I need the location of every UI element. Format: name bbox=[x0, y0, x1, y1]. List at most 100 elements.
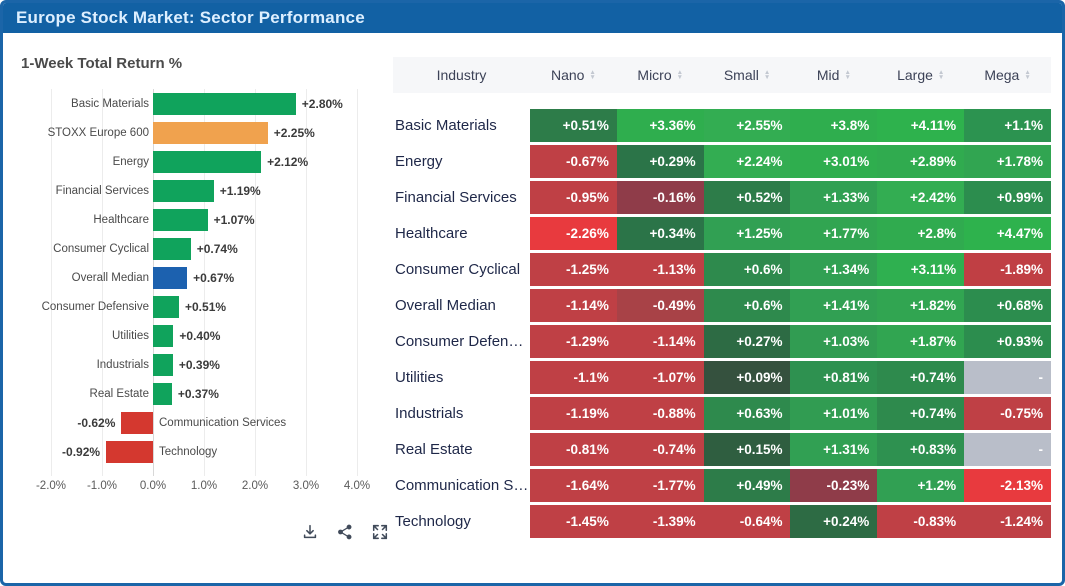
bar-category-label: STOXX Europe 600 bbox=[47, 127, 149, 139]
heatmap-cell: -1.89% bbox=[964, 253, 1051, 286]
chart-bar[interactable] bbox=[153, 122, 268, 144]
heatmap-cell: +1.41% bbox=[790, 289, 878, 322]
heatmap-cell: -0.75% bbox=[964, 397, 1051, 430]
table-row: Basic Materials +0.51% +3.36% +2.55% +3.8% +4… bbox=[393, 109, 1051, 142]
bar-value-label: +0.40% bbox=[179, 329, 221, 343]
chart-bar[interactable] bbox=[153, 267, 188, 289]
heatmap-cell: -2.13% bbox=[964, 469, 1051, 502]
chart-gridline bbox=[51, 89, 52, 476]
table-row: Utilities -1.1% -1.07% +0.09% +0.81% +0.74% - bbox=[393, 361, 1051, 394]
table-row: Consumer Defensive -1.29% -1.14% +0.27% +1.0… bbox=[393, 325, 1051, 358]
bar-category-label: Industrials bbox=[96, 359, 149, 371]
bar-category-label: Real Estate bbox=[89, 388, 149, 400]
heatmap-cell: -1.77% bbox=[616, 469, 704, 502]
x-axis-tick-label: 1.0% bbox=[190, 480, 218, 492]
heatmap-cell: +0.49% bbox=[703, 469, 791, 502]
heatmap-cell: - bbox=[964, 361, 1051, 394]
column-header-large[interactable]: Large ▲ ▼ bbox=[877, 67, 964, 83]
chart-bar[interactable] bbox=[106, 441, 153, 463]
sort-arrows-icon: ▲ ▼ bbox=[844, 69, 851, 81]
bar-value-label: +0.51% bbox=[185, 300, 227, 314]
heatmap-cell: -0.83% bbox=[877, 505, 965, 538]
chart-bar[interactable] bbox=[153, 296, 179, 318]
heatmap-cell: +0.93% bbox=[964, 325, 1051, 358]
chart-gridline bbox=[306, 89, 307, 476]
widget-title: Europe Stock Market: Sector Performance bbox=[3, 3, 1062, 33]
x-axis-tick-label: 0.0% bbox=[139, 480, 167, 492]
heatmap-cell: +0.83% bbox=[877, 433, 965, 466]
heatmap-cell: +2.8% bbox=[877, 217, 965, 250]
heatmap-cell: +1.25% bbox=[703, 217, 791, 250]
heatmap-cell: +0.29% bbox=[616, 145, 704, 178]
chart-bar[interactable] bbox=[153, 325, 174, 347]
bar-chart: -2.0% -1.0% 0.0% 1.0% 2.0% 3.0% 4.0% Basic Mate… bbox=[3, 3, 393, 523]
heatmap-cell: +2.89% bbox=[877, 145, 965, 178]
chart-gridline bbox=[204, 89, 205, 476]
column-header-small[interactable]: Small ▲ ▼ bbox=[704, 67, 791, 83]
table-row: Communication Services-1.64%-1.77%+0.49%… bbox=[393, 469, 1051, 502]
column-header-mid[interactable]: Mid ▲ ▼ bbox=[790, 67, 877, 83]
row-label: Healthcare bbox=[393, 217, 530, 250]
heatmap-cell: +0.24% bbox=[790, 505, 878, 538]
column-header-label: Micro bbox=[637, 67, 672, 83]
heatmap-cell: -0.67% bbox=[530, 145, 617, 178]
bar-value-label: +2.80% bbox=[301, 97, 343, 111]
heatmap-cell: +4.11% bbox=[877, 109, 965, 142]
bar-value-label: +0.67% bbox=[193, 271, 235, 285]
chart-bar[interactable] bbox=[153, 93, 296, 115]
chart-bar[interactable] bbox=[153, 151, 262, 173]
row-label: Energy bbox=[393, 145, 530, 178]
heatmap-cell: -0.16% bbox=[616, 181, 704, 214]
chart-bar[interactable] bbox=[121, 412, 153, 434]
chart-bar[interactable] bbox=[153, 238, 191, 260]
heatmap-cell: -1.14% bbox=[530, 289, 617, 322]
heatmap-cell: -0.74% bbox=[616, 433, 704, 466]
heatmap-table: Industry Nano ▲ ▼ Micro ▲ ▼ Small ▲ ▼ Mid ▲ ▼ Large ▲ ▼… bbox=[393, 57, 1051, 541]
heatmap-cell: +0.68% bbox=[964, 289, 1051, 322]
table-row: Consumer Cyclical -1.25% -1.13% +0.6% +1.34%… bbox=[393, 253, 1051, 286]
heatmap-cell: - bbox=[964, 433, 1051, 466]
heatmap-cell: -0.88% bbox=[616, 397, 704, 430]
chart-title: 1-Week Total Return % bbox=[21, 55, 183, 72]
row-label: Consumer Cyclical bbox=[393, 253, 530, 286]
heatmap-cell: -1.29% bbox=[530, 325, 617, 358]
heatmap-cell: -1.24% bbox=[964, 505, 1051, 538]
chart-bar[interactable] bbox=[153, 209, 208, 231]
heatmap-cell: +0.99% bbox=[964, 181, 1051, 214]
heatmap-cell: +1.31% bbox=[790, 433, 878, 466]
bar-category-label: Consumer Cyclical bbox=[53, 243, 149, 255]
sort-arrows-icon: ▲ ▼ bbox=[763, 69, 771, 81]
heatmap-cell: +0.34% bbox=[616, 217, 704, 250]
column-header-micro[interactable]: Micro ▲ ▼ bbox=[617, 67, 704, 83]
heatmap-cell: +0.52% bbox=[703, 181, 791, 214]
heatmap-cell: +3.8% bbox=[790, 109, 878, 142]
heatmap-cell: -2.26% bbox=[530, 217, 617, 250]
chart-bar[interactable] bbox=[153, 354, 173, 376]
column-header-label: Small bbox=[723, 67, 759, 83]
heatmap-cell: -0.49% bbox=[616, 289, 704, 322]
x-axis-tick-label: 2.0% bbox=[241, 480, 269, 492]
heatmap-cell: +2.55% bbox=[703, 109, 791, 142]
heatmap-cell: -1.39% bbox=[616, 505, 704, 538]
chart-bar[interactable] bbox=[153, 383, 172, 405]
table-row: Healthcare -2.26% +0.34% +1.25% +1.77% +2.8% +… bbox=[393, 217, 1051, 250]
heatmap-cell: +1.34% bbox=[790, 253, 878, 286]
heatmap-cell: -0.64% bbox=[703, 505, 791, 538]
table-row: Technology -1.45% -1.39% -0.64% +0.24% -0.83%… bbox=[393, 505, 1051, 538]
expand-icon[interactable] bbox=[369, 521, 391, 543]
chart-bar[interactable] bbox=[153, 180, 214, 202]
heatmap-cell: +0.81% bbox=[790, 361, 878, 394]
column-header-mega[interactable]: Mega ▲ ▼ bbox=[964, 67, 1051, 83]
bar-value-label: -0.62% bbox=[77, 416, 116, 430]
row-label: Basic Materials bbox=[393, 109, 530, 142]
column-header-nano[interactable]: Nano ▲ ▼ bbox=[530, 67, 617, 83]
bar-value-label: +0.37% bbox=[177, 387, 219, 401]
heatmap-cell: +0.6% bbox=[703, 253, 791, 286]
row-label: Real Estate bbox=[393, 433, 530, 466]
share-icon[interactable] bbox=[334, 521, 356, 543]
table-row: Energy -0.67% +0.29% +2.24% +3.01% +2.89% +1.7… bbox=[393, 145, 1051, 178]
sort-arrows-icon: ▲ ▼ bbox=[937, 69, 945, 81]
bar-category-label: Communication Services bbox=[159, 417, 287, 429]
download-icon[interactable] bbox=[299, 521, 321, 543]
heatmap-cell: +0.09% bbox=[703, 361, 791, 394]
